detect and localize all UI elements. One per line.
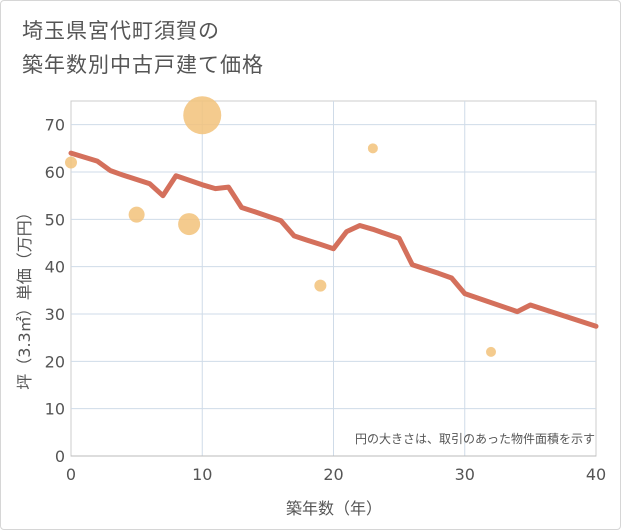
bubble-point [486, 346, 496, 357]
bubble-point [367, 143, 378, 154]
y-tick-label: 70 [45, 116, 65, 135]
chart-title: 埼玉県宮代町須賀の 築年数別中古戸建て価格 [22, 14, 264, 82]
size-note: 円の大きさは、取引のあった物件面積を示す [355, 431, 595, 446]
chart-title-line1: 埼玉県宮代町須賀の [22, 19, 220, 43]
x-tick-label: 10 [192, 465, 212, 484]
bubble-point [314, 279, 327, 292]
y-tick-label: 40 [45, 258, 65, 277]
bubble-point [178, 213, 201, 236]
x-tick-label: 0 [66, 465, 76, 484]
bubble-point [65, 156, 77, 169]
y-tick-label: 60 [45, 163, 65, 182]
y-tick-label: 20 [45, 352, 65, 371]
grid-lines [71, 101, 596, 457]
y-tick-label: 0 [55, 447, 65, 466]
bubble-series [65, 96, 496, 357]
trend-line [68, 150, 599, 329]
chart-title-line2: 築年数別中古戸建て価格 [22, 53, 264, 77]
y-tick-label: 10 [45, 400, 65, 419]
x-axis-label: 築年数（年） [286, 499, 382, 518]
y-tick-label: 30 [45, 305, 65, 324]
x-axis-ticks: 0 10 20 30 40 [66, 465, 606, 484]
x-tick-label: 40 [586, 465, 606, 484]
y-axis-ticks: 0 10 20 30 40 50 60 70 [45, 116, 65, 466]
x-tick-label: 20 [323, 465, 343, 484]
bubble-point [183, 96, 222, 135]
bubble-point [128, 206, 145, 223]
y-tick-label: 50 [45, 210, 65, 229]
y-axis-label: 坪（3.3㎡）単価（万円） [15, 204, 34, 389]
x-tick-label: 30 [455, 465, 475, 484]
